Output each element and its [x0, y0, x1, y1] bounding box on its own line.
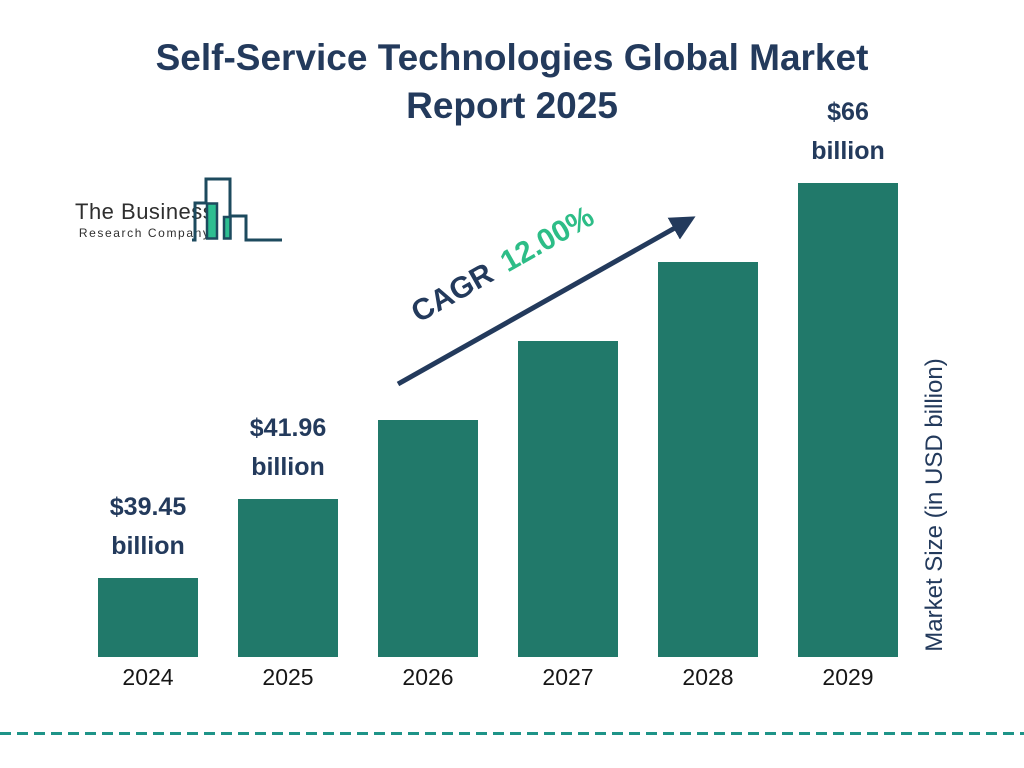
category-label-2029: 2029	[822, 664, 874, 690]
logo-subtitle: Research Company	[78, 226, 211, 240]
category-label-2027: 2027	[542, 664, 594, 690]
bar-2024	[98, 578, 198, 657]
bar-2028	[658, 262, 758, 657]
value-label-2029: $66 billion	[811, 98, 885, 165]
value-label-2025: $41.96 billion	[249, 414, 327, 481]
bar-2025	[238, 499, 338, 657]
bar-2029	[798, 183, 898, 657]
title-row: Self-Service Technologies Global Market …	[0, 34, 1024, 130]
bar-2027	[518, 341, 618, 657]
cagr-annotation: CAGR12.00%	[386, 189, 620, 342]
bottom-dashed-divider	[0, 732, 1024, 735]
y-axis-label: Market Size (in USD billion)	[921, 358, 948, 652]
logo-bars-icon	[192, 177, 282, 242]
category-label-2026: 2026	[402, 664, 454, 690]
category-label-2025: 2025	[262, 664, 314, 690]
logo-name: The Business	[75, 199, 215, 224]
bar-2026	[378, 420, 478, 657]
cagr-value: 12.00%	[494, 199, 600, 279]
page-title: Self-Service Technologies Global Market …	[155, 37, 869, 127]
logo: The Business Research Company	[75, 199, 214, 240]
category-label-2028: 2028	[682, 664, 734, 690]
category-label-2024: 2024	[122, 664, 174, 690]
cagr-label: CAGR	[405, 256, 499, 330]
value-label-2024: $39.45 billion	[109, 493, 187, 560]
